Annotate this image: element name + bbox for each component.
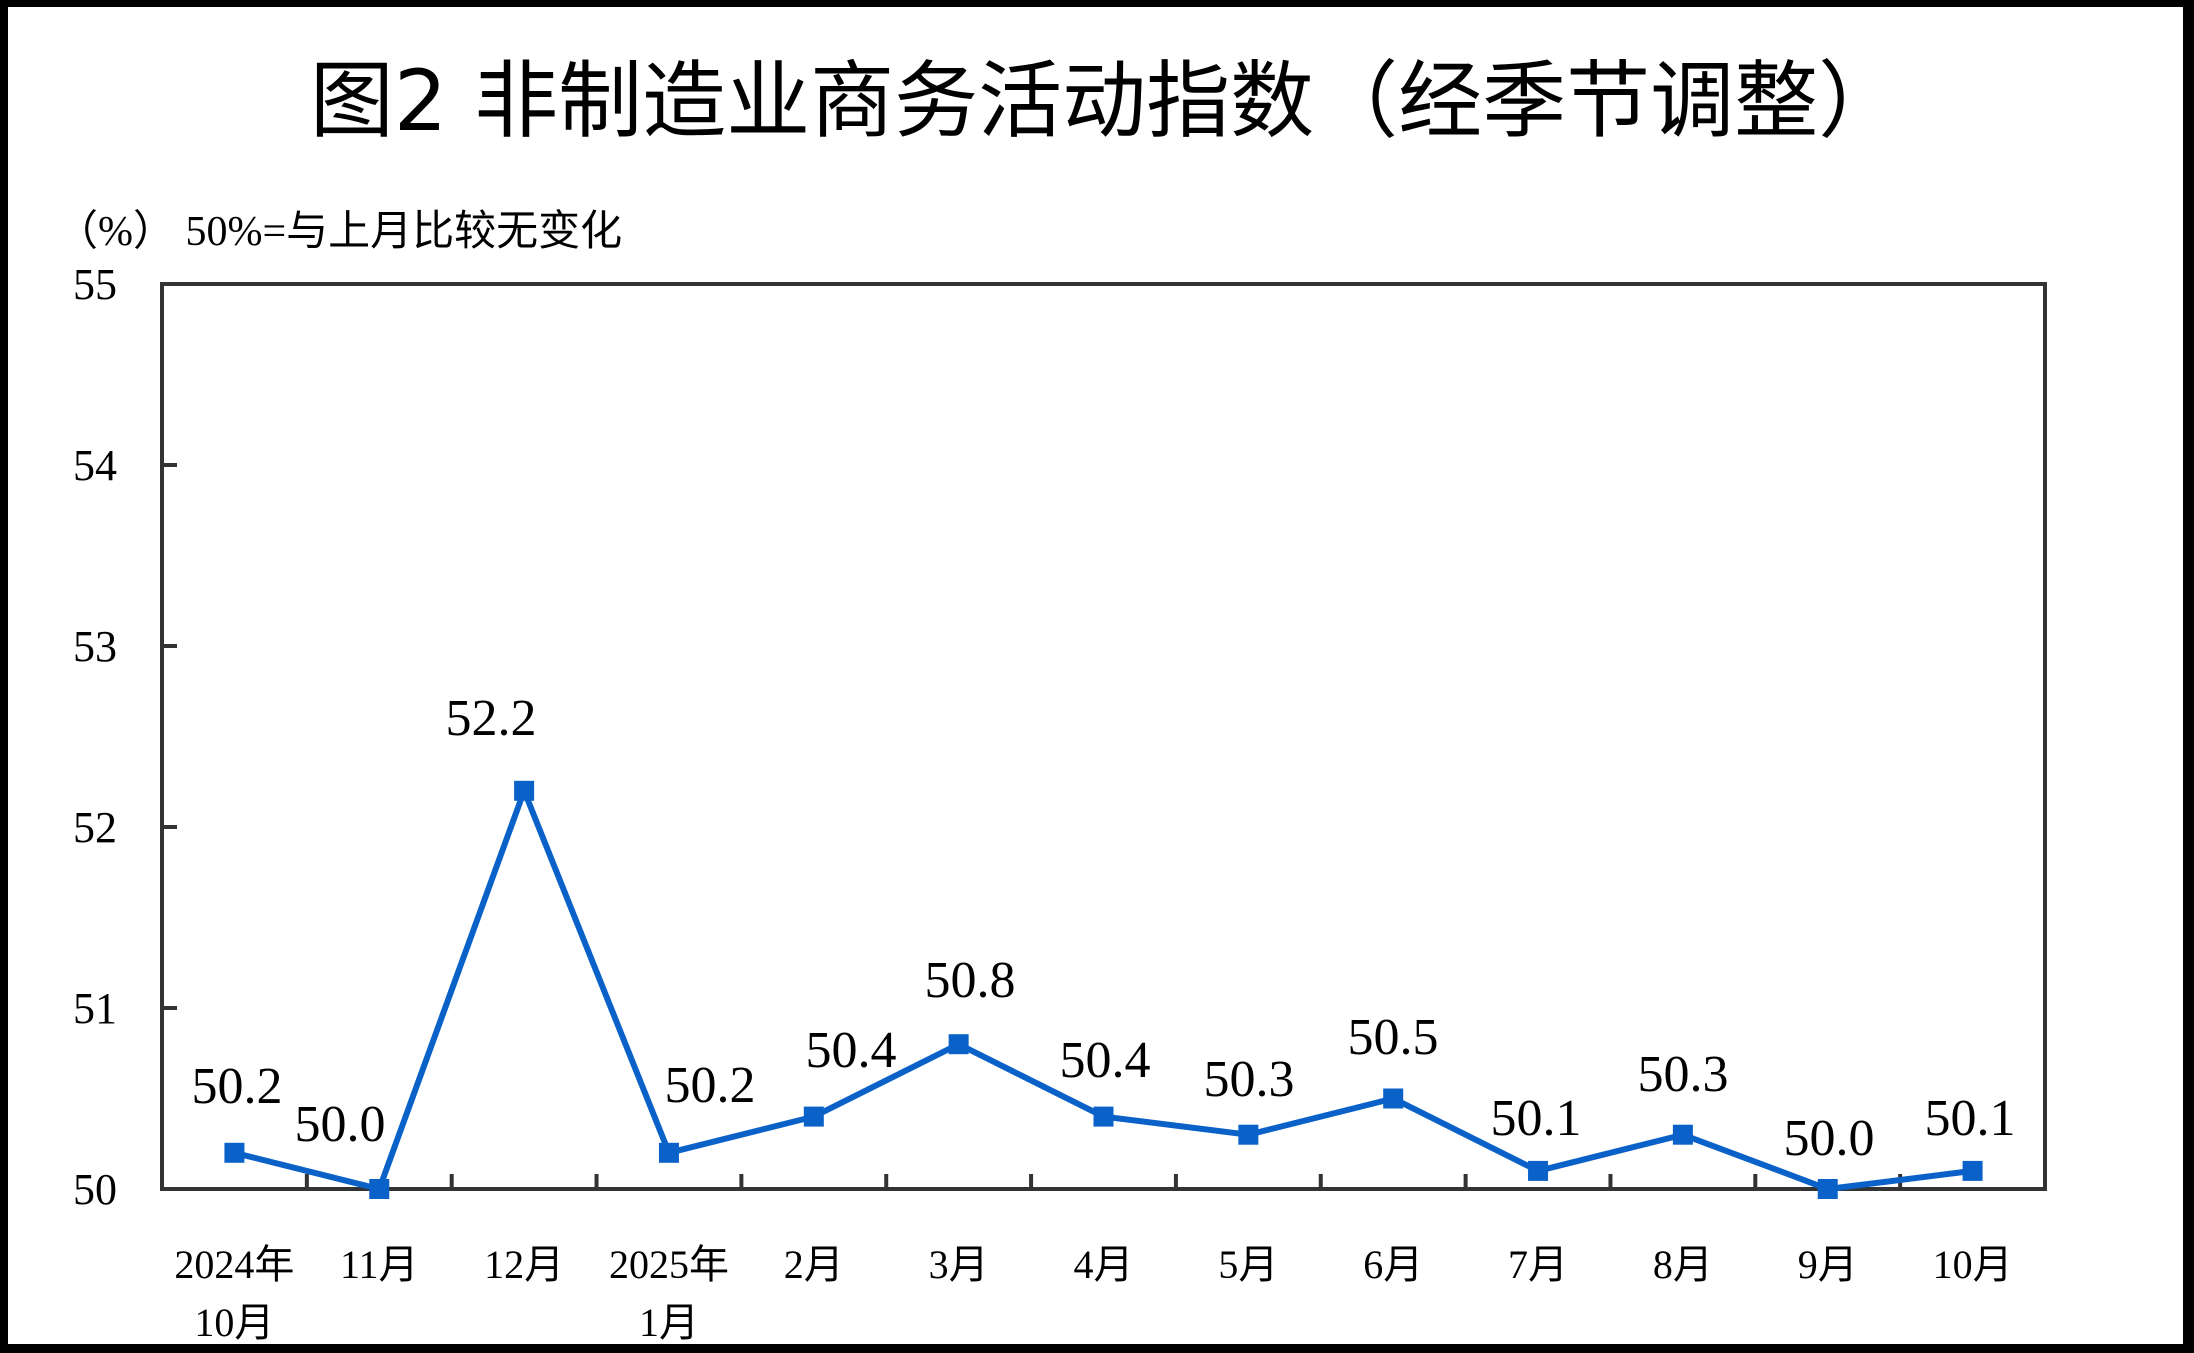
- data-point-marker: [369, 1179, 390, 1199]
- data-point-marker: [1093, 1106, 1114, 1127]
- x-axis-ticks: [304, 1174, 1903, 1189]
- data-point-marker: [1238, 1124, 1259, 1145]
- x-tick-label: 5月: [1218, 1242, 1278, 1287]
- y-axis-tick-labels: 50 51 52 53 54 55: [73, 260, 117, 1214]
- data-label: 50.4: [806, 1022, 897, 1079]
- x-tick-label: 7月: [1508, 1242, 1568, 1287]
- chart-title: 图2 非制造业商务活动指数（经季节调整）: [310, 52, 1902, 150]
- data-point-marker: [658, 1142, 679, 1163]
- data-label: 50.2: [665, 1057, 756, 1114]
- y-tick-label: 54: [73, 441, 117, 490]
- data-label: 50.5: [1348, 1009, 1439, 1066]
- data-point-marker: [1962, 1160, 1983, 1181]
- data-point-marker: [948, 1034, 969, 1055]
- x-tick-label: 2月: [784, 1242, 844, 1287]
- data-point-marker: [803, 1106, 824, 1127]
- x-tick-label: 4月: [1074, 1242, 1134, 1287]
- data-label: 50.8: [925, 952, 1016, 1009]
- x-axis-tick-labels: 2024年 10月 11月 12月 2025年 1月 2月 3月 4月 5月 6月 7月 8月 9月 10月: [174, 1242, 2012, 1345]
- data-label: 50.0: [295, 1096, 386, 1153]
- x-tick-label: 12月: [484, 1242, 564, 1287]
- data-label: 50.2: [192, 1058, 283, 1115]
- data-labels: 50.250.052.250.250.450.850.4 50.350.550.1…: [192, 690, 2016, 1167]
- data-label: 50.3: [1204, 1051, 1295, 1108]
- plot-area: 50.250.052.250.250.450.850.4 50.350.550.1…: [160, 282, 2047, 1199]
- plot-border: [160, 282, 2047, 1191]
- chart-subtitle: （%） 50%=与上月比较无变化: [56, 208, 622, 255]
- y-tick-label: 55: [73, 260, 117, 309]
- y-tick-label: 52: [73, 803, 117, 852]
- data-label: 50.1: [1491, 1090, 1582, 1147]
- x-tick-label: 6月: [1363, 1242, 1423, 1287]
- x-tick-label: 3月: [929, 1242, 989, 1287]
- data-point-marker: [1383, 1088, 1404, 1109]
- series-line: [233, 782, 1973, 1193]
- data-label: 52.2: [446, 690, 537, 747]
- x-tick-label: 11月: [340, 1242, 419, 1287]
- data-label: 50.1: [1925, 1090, 2016, 1147]
- data-label: 50.4: [1060, 1032, 1151, 1089]
- y-axis-ticks: [162, 463, 177, 1010]
- data-point-marker: [514, 780, 535, 801]
- data-point-marker: [1672, 1124, 1693, 1145]
- x-tick-label: 2024年 10月: [174, 1242, 294, 1345]
- series-markers: [224, 780, 1983, 1199]
- y-tick-label: 51: [73, 984, 117, 1033]
- x-tick-label: 9月: [1798, 1242, 1858, 1287]
- x-tick-label: 10月: [1933, 1242, 2013, 1287]
- x-tick-label: 8月: [1653, 1242, 1713, 1287]
- x-tick-label: 2025年 1月: [609, 1242, 729, 1345]
- data-point-marker: [1528, 1160, 1549, 1181]
- y-tick-label: 50: [73, 1165, 117, 1214]
- data-point-marker: [224, 1142, 245, 1163]
- data-point-marker: [1817, 1179, 1838, 1199]
- data-label: 50.3: [1638, 1046, 1729, 1103]
- y-tick-label: 53: [73, 622, 117, 671]
- data-label: 50.0: [1784, 1110, 1875, 1167]
